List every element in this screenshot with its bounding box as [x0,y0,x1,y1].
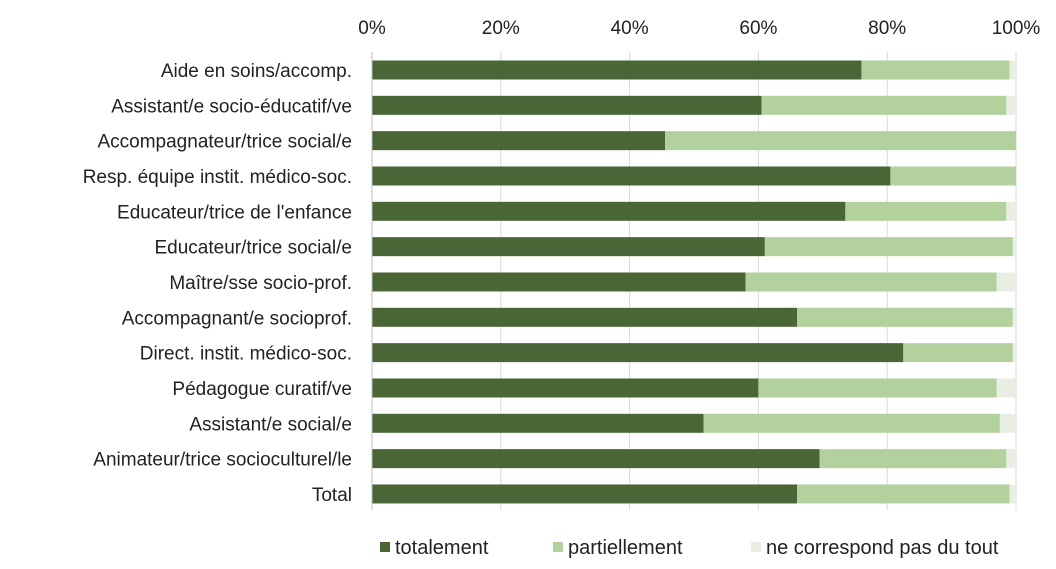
bar-segment-partiellement [797,307,1013,327]
x-tick-label: 80% [868,18,906,39]
bar-segment-totalement [372,272,746,292]
bar-segment-partiellement [761,95,1007,115]
legend-label: totalement [395,537,489,559]
category-label: Total [312,485,352,506]
bar-segment-partiellement [819,449,1007,469]
bar-segment-totalement [372,166,891,186]
category-label: Assistant/e socio-éducatif/ve [111,96,352,117]
bar-segment-partiellement [861,60,1010,80]
x-tick-label: 20% [482,18,520,39]
category-label: Pédagogue curatif/ve [172,379,352,400]
bar-segment-ne-correspond-pas-du-tout [1009,60,1016,80]
bar-segment-ne-correspond-pas-du-tout [996,378,1016,398]
legend-label: ne correspond pas du tout [766,537,999,559]
legend-swatch [553,542,563,552]
legend-swatch [380,542,390,552]
bar-segment-totalement [372,413,704,433]
x-axis-ticks: 0% 20% 40% 60% 80% 100% [358,18,1040,39]
bar-segment-ne-correspond-pas-du-tout [1006,201,1016,221]
category-label: Maître/sse socio-prof. [169,273,352,294]
bar-segment-totalement [372,449,820,469]
bar-segment-partiellement [845,201,1007,221]
bar-segment-partiellement [745,272,997,292]
bar-segment-totalement [372,201,846,221]
category-label: Accompagnant/e socioprof. [122,308,352,329]
bar-segment-partiellement [764,237,1013,257]
bar-segment-totalement [372,307,798,327]
bar-segment-ne-correspond-pas-du-tout [1006,449,1016,469]
bar-segment-partiellement [758,378,997,398]
bar-segment-ne-correspond-pas-du-tout [1006,95,1016,115]
category-label: Educateur/trice de l'enfance [117,202,352,223]
bar-segment-ne-correspond-pas-du-tout [999,413,1016,433]
bar-segment-totalement [372,343,904,363]
bar-segment-totalement [372,131,666,151]
bar-segment-ne-correspond-pas-du-tout [1012,307,1016,327]
category-label: Educateur/trice social/e [155,238,353,259]
bar-segment-totalement [372,95,762,115]
legend-label: partiellement [568,537,683,559]
legend: totalement partiellement ne correspond pas… [380,537,999,559]
category-label: Accompagnateur/trice social/e [97,132,352,153]
category-label: Resp. équipe instit. médico-soc. [83,167,352,188]
bar-segment-totalement [372,378,759,398]
category-label: Animateur/trice socioculturel/le [93,450,352,471]
category-label: Aide en soins/accomp. [161,61,352,82]
x-tick-label: 0% [358,18,386,39]
bar-segment-ne-correspond-pas-du-tout [1012,237,1016,257]
bar-segment-totalement [372,484,798,504]
x-tick-label: 60% [739,18,777,39]
bar-segment-partiellement [703,413,1000,433]
x-tick-label: 100% [992,18,1041,39]
bar-segment-ne-correspond-pas-du-tout [996,272,1016,292]
bar-segment-ne-correspond-pas-du-tout [1012,343,1016,363]
bar-segment-totalement [372,60,862,80]
legend-swatch [751,542,761,552]
category-labels: Aide en soins/accomp. Assistant/e socio-é… [83,61,352,506]
bars [372,60,1016,504]
bar-segment-partiellement [665,131,1016,151]
x-tick-label: 40% [611,18,649,39]
category-label: Assistant/e social/e [189,414,352,435]
bar-segment-partiellement [890,166,1016,186]
bar-segment-totalement [372,237,765,257]
bar-segment-ne-correspond-pas-du-tout [1009,484,1016,504]
bar-segment-partiellement [903,343,1013,363]
bar-segment-partiellement [797,484,1010,504]
category-label: Direct. instit. médico-soc. [140,344,352,365]
